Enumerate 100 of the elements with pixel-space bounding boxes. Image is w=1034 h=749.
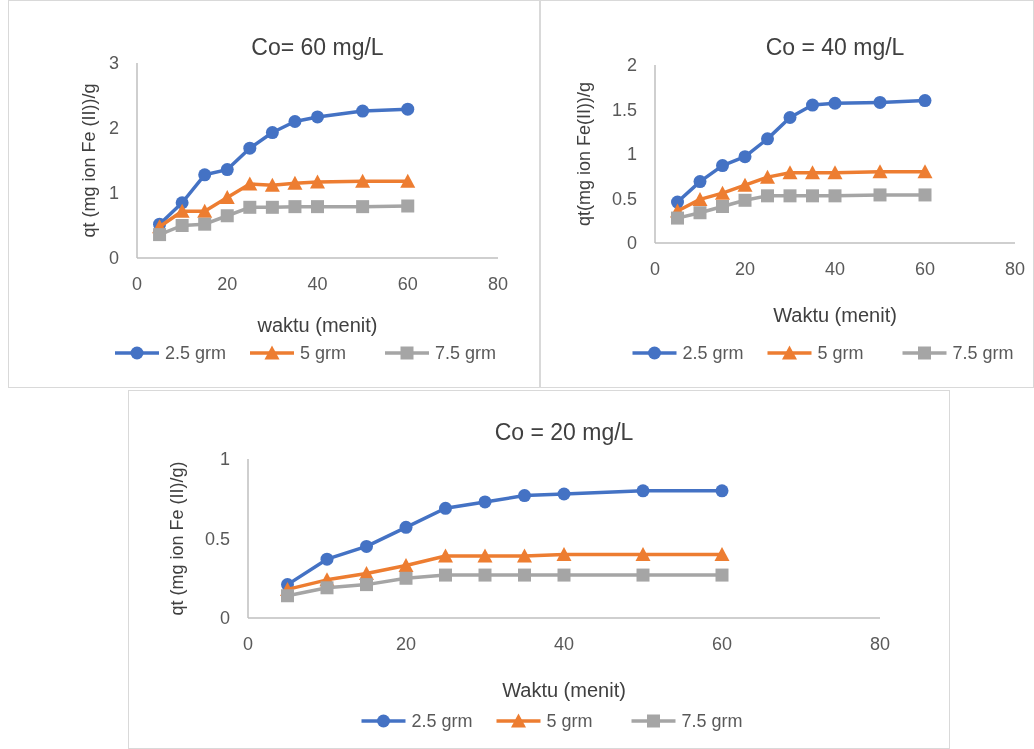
point: [738, 193, 752, 207]
y-tick-label: 0.5: [611, 188, 637, 209]
point: [355, 173, 371, 188]
point: [806, 189, 819, 203]
chart-title: Co = 20 mg/L: [494, 419, 634, 445]
y-tick-label: 0: [626, 233, 637, 253]
point: [153, 228, 167, 242]
point: [243, 200, 257, 214]
point: [827, 165, 843, 180]
point: [715, 185, 730, 200]
point: [360, 578, 373, 592]
point: [264, 177, 280, 192]
point: [439, 568, 452, 582]
point: [918, 94, 932, 108]
point: [518, 568, 531, 582]
point: [692, 191, 708, 206]
legend-label: 5 grm: [817, 343, 864, 363]
point: [174, 203, 190, 218]
x-tick-label: 60: [711, 634, 733, 654]
point: [220, 209, 234, 223]
point: [400, 173, 416, 188]
point: [636, 484, 650, 498]
point: [872, 164, 888, 179]
point: [783, 111, 797, 125]
x-tick-label: 0: [131, 274, 143, 294]
x-tick-label: 40: [307, 274, 328, 294]
point: [399, 571, 413, 585]
point: [715, 484, 729, 498]
point: [557, 487, 571, 501]
point: [438, 548, 453, 563]
x-tick-label: 80: [869, 634, 891, 654]
point: [873, 188, 887, 202]
point: [517, 548, 532, 563]
point: [219, 190, 235, 205]
point: [288, 200, 302, 214]
point: [671, 211, 684, 225]
y-tick-label: 3: [108, 53, 119, 73]
point: [917, 164, 933, 179]
y-tick-label: 1: [626, 144, 637, 164]
point: [197, 203, 213, 218]
point: [398, 558, 414, 573]
x-tick-label: 20: [217, 274, 238, 294]
point: [356, 104, 370, 118]
point: [320, 552, 334, 566]
point: [401, 102, 415, 116]
point: [783, 189, 797, 203]
x-tick-label: 60: [397, 274, 418, 294]
legend-label: 5 grm: [546, 711, 593, 731]
point: [265, 200, 279, 214]
point: [288, 115, 302, 128]
y-tick-label: 1: [219, 449, 230, 469]
chart-title: Co = 40 mg/L: [765, 34, 905, 60]
legend-label: 7.5 grm: [435, 343, 497, 363]
point: [242, 176, 258, 191]
point: [401, 199, 415, 213]
y-axis-title: qt (mg ion Fe (II)/g): [167, 461, 187, 616]
point: [478, 495, 492, 509]
point: [693, 206, 707, 220]
point: [805, 165, 820, 180]
x-tick-label: 20: [734, 259, 756, 279]
point: [806, 98, 819, 112]
point: [557, 568, 571, 582]
x-tick-label: 0: [242, 634, 254, 654]
legend-label: 2.5 grm: [165, 343, 227, 363]
y-tick-label: 1.5: [611, 99, 637, 120]
point: [198, 168, 212, 182]
legend-label: 2.5 grm: [411, 711, 473, 731]
point: [399, 520, 413, 534]
point: [198, 217, 212, 231]
y-tick-label: 2: [626, 55, 637, 75]
x-tick-label: 80: [487, 274, 509, 294]
point: [287, 175, 303, 190]
chart-title: Co= 60 mg/L: [251, 34, 384, 60]
point: [556, 546, 572, 561]
point: [761, 189, 774, 203]
y-axis-title: qt (mg ion Fe (II))/g: [79, 83, 99, 238]
y-tick-label: 0: [219, 608, 230, 628]
point: [828, 189, 842, 203]
y-tick-label: 2: [108, 118, 119, 138]
point: [760, 169, 775, 184]
legend-label: 2.5 grm: [682, 343, 744, 363]
legend-label: 7.5 grm: [681, 711, 743, 731]
x-axis-title: waktu (menit): [256, 314, 378, 336]
x-tick-label: 40: [553, 634, 575, 654]
point: [243, 141, 257, 155]
y-axis-title: qt(mg ion Fe(II))/g: [574, 81, 594, 227]
point: [918, 188, 932, 202]
point: [220, 163, 234, 177]
point: [311, 110, 324, 124]
point: [714, 546, 730, 561]
point: [310, 174, 325, 189]
x-axis-title: Waktu (menit): [773, 304, 897, 326]
point: [478, 568, 492, 582]
point: [636, 568, 650, 582]
point: [265, 126, 279, 140]
point: [693, 175, 707, 189]
point: [737, 177, 753, 192]
point: [761, 132, 774, 146]
x-tick-label: 40: [824, 259, 846, 279]
point: [360, 539, 373, 553]
